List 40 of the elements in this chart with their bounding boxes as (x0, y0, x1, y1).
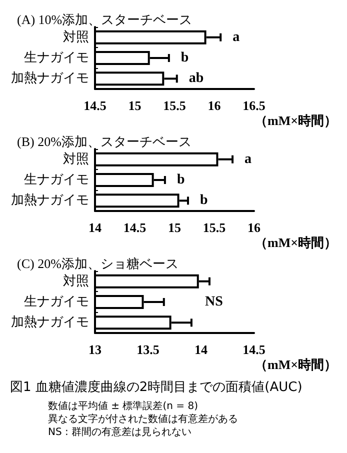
x-axis-title: （mM×時間） (254, 113, 338, 128)
chart-title: (C) 20%添加、ショ糖ベース (17, 256, 178, 271)
y-tick-label: 加熱ナガイモ (11, 71, 89, 86)
y-tick-label: 加熱ナガイモ (11, 315, 89, 330)
x-axis-title: （mM×時間） (254, 235, 338, 250)
x-tick-label: 15.5 (202, 220, 226, 235)
x-tick-label: 14 (88, 220, 102, 235)
chart-title: (B) 20%添加、スターチベース (17, 134, 192, 149)
x-tick-label: 16 (208, 98, 222, 113)
y-tick-label: 対照 (63, 272, 89, 289)
x-tick-label: 15 (128, 98, 142, 113)
text: NS : 群間の有意差は見られない (48, 426, 193, 439)
annotation: a (232, 30, 240, 45)
x-tick-label: 13 (88, 342, 102, 357)
x-tick-label: 14.5 (123, 220, 147, 235)
y-tick-label: 加熱ナガイモ (11, 193, 89, 208)
annotation: a (244, 152, 252, 167)
x-tick-label: 14.5 (242, 342, 266, 357)
y-tick-label: 対照 (63, 28, 89, 45)
annotation: b (200, 193, 208, 208)
text: 数値は平均値 ± 標準誤差(n = 8) (48, 400, 199, 413)
x-tick-label: 13.5 (136, 342, 160, 357)
x-axis-title: （mM×時間） (254, 357, 338, 372)
y-tick-label: 生ナガイモ (24, 172, 89, 188)
chart-title: (A) 10%添加、スターチベース (17, 12, 192, 27)
annotation: b (180, 50, 189, 66)
y-tick-label: 生ナガイモ (24, 294, 89, 310)
x-tick-label: 14.5 (84, 98, 107, 113)
annotation: b (176, 172, 185, 188)
text: 異なる文字が付された数値は有意差がある (48, 413, 239, 426)
y-tick-label: 対照 (63, 150, 89, 167)
text: 図1 血糖値濃度曲線の2時間目までの面積値(AUC) (10, 379, 304, 396)
x-tick-label: 15 (168, 220, 182, 235)
x-tick-label: 16 (248, 220, 261, 235)
x-tick-label: 15.5 (163, 98, 186, 113)
x-tick-label: 14 (194, 342, 208, 357)
x-tick-label: 16.5 (242, 98, 266, 113)
annotation: ab (188, 71, 204, 86)
y-tick-label: 生ナガイモ (24, 50, 89, 66)
annotation: NS (205, 294, 224, 310)
